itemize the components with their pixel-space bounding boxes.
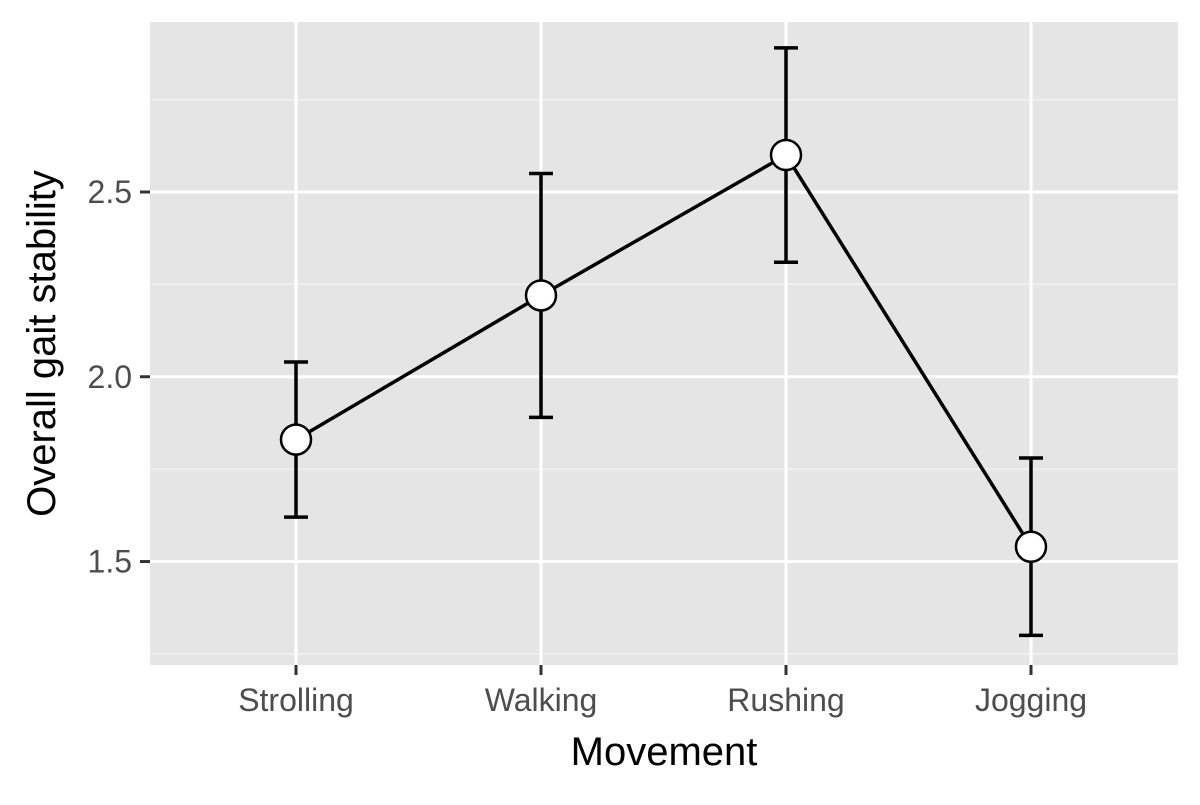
x-tick-label: Jogging (975, 682, 1087, 718)
axes: 1.5 2.0 2.5 Strolling Walking Rushing Jogging (88, 174, 1088, 718)
x-tick-label: Strolling (238, 682, 354, 718)
y-tick-label: 2.0 (88, 359, 132, 395)
x-tick-label: Walking (485, 682, 598, 718)
data-point (279, 423, 313, 456)
y-tick-label: 2.5 (88, 174, 132, 210)
x-tick-label: Rushing (727, 682, 844, 718)
data-point (524, 279, 558, 312)
data-series (279, 46, 1048, 638)
series-line (295, 153, 1033, 548)
y-tick-label: 1.5 (88, 544, 132, 580)
data-point (1014, 530, 1048, 563)
x-axis-title: Movement (571, 730, 758, 774)
y-axis-title: Overall gait stability (20, 170, 64, 517)
data-point (769, 138, 803, 172)
plot-panel (150, 22, 1178, 665)
